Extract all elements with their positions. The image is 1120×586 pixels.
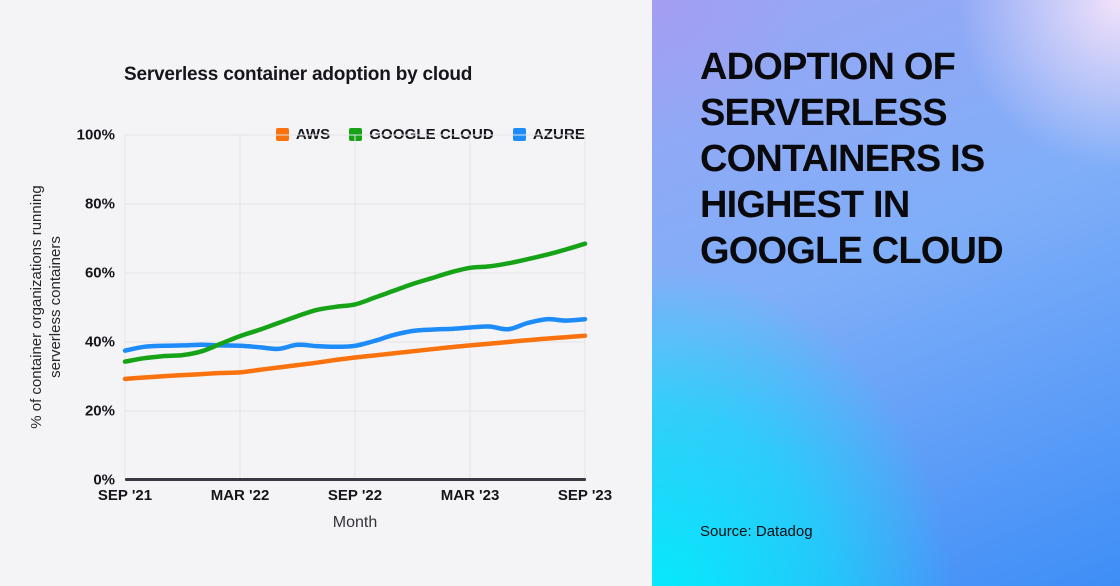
y-tick-label: 80% xyxy=(84,195,115,213)
x-tick-label: SEP '22 xyxy=(327,487,383,504)
headline-text: ADOPTION OF SERVERLESS CONTAINERS IS HIG… xyxy=(700,46,1004,272)
series-line-aws xyxy=(122,333,588,382)
y-tick-label: 0% xyxy=(93,471,115,489)
y-tick-label: 60% xyxy=(84,264,115,282)
y-tick-label: 40% xyxy=(84,333,115,351)
gradient-headline-panel: ADOPTION OF SERVERLESS CONTAINERS IS HIG… xyxy=(652,0,1120,586)
line-chart-svg xyxy=(122,134,588,480)
x-tick-label: MAR '23 xyxy=(440,487,500,504)
y-tick-label: 100% xyxy=(76,126,115,144)
y-axis-title: % of container organizations running ser… xyxy=(28,185,64,429)
x-axis-line xyxy=(125,478,586,481)
x-axis-title: Month xyxy=(332,514,378,531)
x-tick-label: SEP '23 xyxy=(557,487,613,504)
source-attribution: Source: Datadog xyxy=(700,523,813,540)
x-tick-label: MAR '22 xyxy=(210,487,270,504)
y-tick-label: 20% xyxy=(84,402,115,420)
x-tick-label: SEP '21 xyxy=(97,487,153,504)
series-line-azure xyxy=(122,316,588,353)
series-line-google-cloud xyxy=(122,241,588,364)
chart-title: Serverless container adoption by cloud xyxy=(124,64,473,85)
line-chart-plot-area xyxy=(122,134,588,480)
